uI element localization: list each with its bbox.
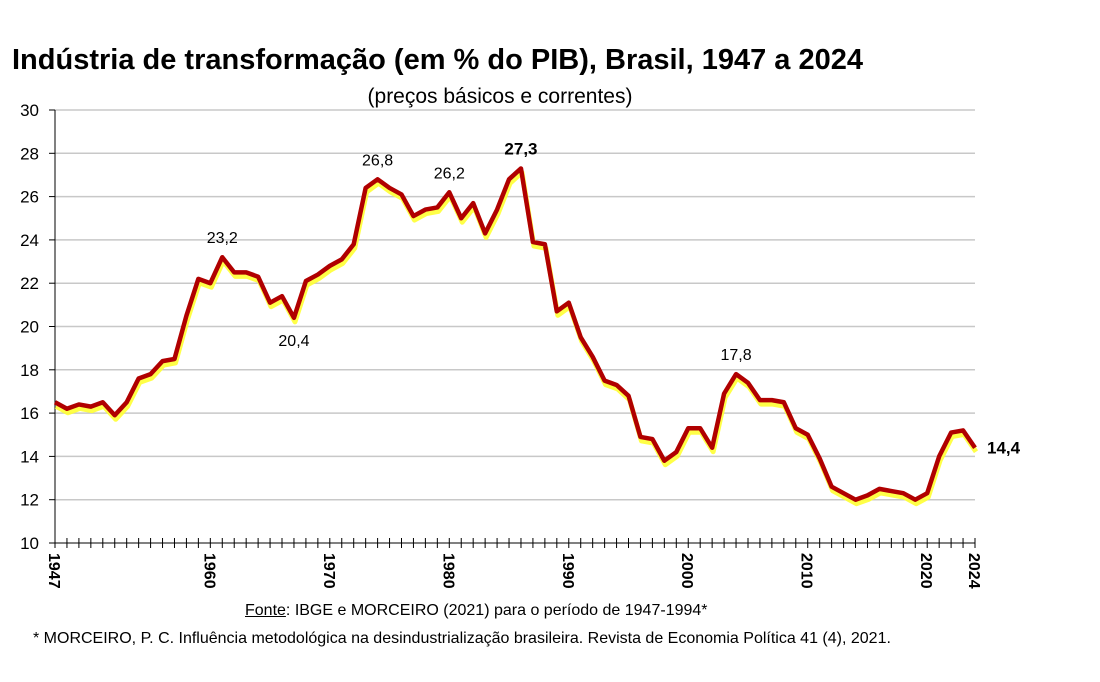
x-tick-label: 1947 xyxy=(45,553,62,589)
data-label: 23,2 xyxy=(207,230,238,247)
x-tick-label: 1970 xyxy=(320,553,337,589)
data-label: 14,4 xyxy=(987,439,1021,458)
y-tick-label: 26 xyxy=(20,188,39,207)
y-tick-label: 14 xyxy=(20,447,39,466)
data-label: 20,4 xyxy=(278,333,309,350)
series-line xyxy=(53,166,977,502)
x-tick-label: 2024 xyxy=(965,553,982,589)
y-tick-label: 18 xyxy=(20,361,39,380)
data-label: 17,8 xyxy=(720,347,751,364)
data-label: 26,2 xyxy=(434,165,465,182)
y-tick-label: 16 xyxy=(20,404,39,423)
data-label: 27,3 xyxy=(504,139,537,158)
x-tick-label: 2010 xyxy=(798,553,815,589)
y-tick-label: 10 xyxy=(20,534,39,553)
y-tick-label: 12 xyxy=(20,491,39,510)
source-label: Fonte xyxy=(245,602,286,619)
x-tick-label: 1980 xyxy=(439,553,456,589)
source-text: : IBGE e MORCEIRO (2021) para o período … xyxy=(285,602,708,619)
x-tick-label: 2020 xyxy=(917,553,934,589)
x-tick-label: 1960 xyxy=(200,553,217,589)
y-tick-label: 22 xyxy=(20,274,39,293)
x-tick-label: 1990 xyxy=(559,553,576,589)
y-tick-label: 30 xyxy=(20,101,39,120)
data-label: 26,8 xyxy=(362,152,393,169)
source-note: Fonte: IBGE e MORCEIRO (2021) para o per… xyxy=(245,602,707,620)
x-tick-label: 2000 xyxy=(678,553,695,589)
series-shadow xyxy=(54,169,979,507)
y-tick-label: 24 xyxy=(20,231,39,250)
chart-title: Indústria de transformação (em % do PIB)… xyxy=(12,44,863,76)
chart-subtitle: (preços básicos e correntes) xyxy=(367,85,633,108)
y-tick-label: 20 xyxy=(20,318,39,337)
footnote: * MORCEIRO, P. C. Influência metodológic… xyxy=(33,630,891,647)
y-tick-label: 28 xyxy=(20,144,39,163)
